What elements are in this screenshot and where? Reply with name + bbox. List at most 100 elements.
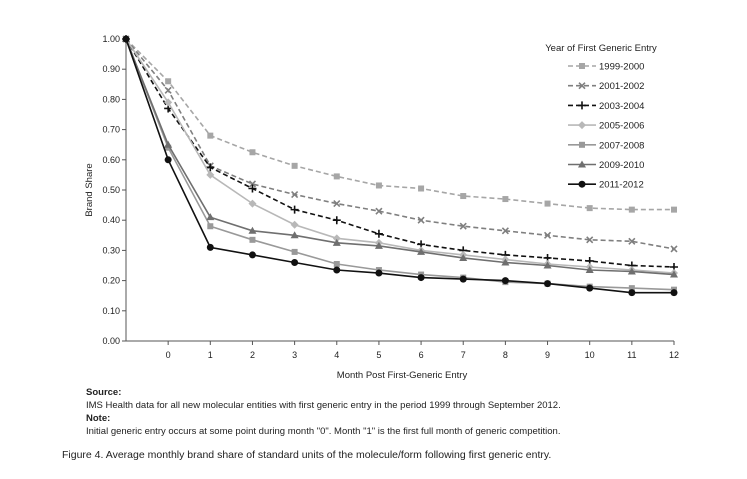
data-point [374,241,383,249]
x-tick-label: 10 [585,350,595,360]
y-tick-label: 0.70 [102,125,120,135]
data-point [375,269,383,277]
data-point [164,156,172,164]
series-2001-2002 [122,35,678,253]
x-tick-label: 9 [545,350,550,360]
data-point [670,270,678,278]
legend-label: 2009-2010 [599,160,644,171]
data-point [333,266,341,274]
data-point [628,285,635,292]
data-point [333,260,340,267]
data-point [248,199,257,208]
legend-label: 2011-2012 [599,180,644,191]
x-tick-label: 3 [292,350,297,360]
data-point [290,205,299,214]
series-2011-2012 [122,35,678,297]
data-point [417,247,426,255]
x-tick-label: 7 [461,350,466,360]
data-point [374,229,383,238]
data-point [248,180,257,188]
legend-swatch-marker [578,82,586,90]
data-point [206,163,215,172]
data-point [543,231,552,239]
data-point [459,275,467,283]
data-point [332,234,341,243]
series-line [125,38,674,211]
data-point [544,200,551,207]
source-heading: Source: [86,387,122,398]
data-point [249,236,256,243]
legend-swatch-marker [579,63,585,69]
data-point [670,289,678,297]
data-point [501,277,509,285]
x-tick-label: 1 [208,350,213,360]
line-chart: 0.00 0.10 0.20 0.30 0.40 0.50 0.60 0.70 0.80 0.90… [84,34,679,380]
series-line [125,38,675,274]
data-point [332,216,341,225]
x-tick-label: 8 [503,350,508,360]
legend-swatch-marker [578,180,586,188]
legend-item: 2005-2006 [568,121,644,132]
data-point [585,266,594,274]
data-point [670,245,678,253]
x-tick-label: 6 [419,350,424,360]
data-point [122,35,130,43]
data-point [291,248,298,255]
y-tick-label: 0.50 [102,185,120,195]
data-point [627,267,636,275]
y-tick-label: 0.20 [102,276,120,286]
source-text: IMS Health data for all new molecular en… [86,400,561,411]
data-point [586,284,594,292]
note-heading: Note: [86,413,111,424]
legend-swatch-marker [578,101,586,110]
data-point [164,86,172,94]
data-point [460,193,467,200]
data-point [418,185,425,192]
data-point [628,206,635,213]
y-tick-label: 1.00 [102,34,120,44]
data-point [291,190,299,199]
data-point [164,140,173,148]
data-point [206,243,214,251]
x-tick-label: 12 [669,350,679,360]
data-point [544,280,552,288]
data-point [671,206,677,213]
data-point [628,289,636,297]
data-point [459,222,467,230]
data-point [502,196,509,203]
legend-title: Year of First Generic Entry [545,43,657,54]
legend-item: 2003-2004 [568,101,644,112]
data-point [206,213,215,221]
legend-item: 2007-2008 [568,140,644,151]
data-point [417,274,425,282]
data-point [206,170,215,179]
y-tick-label: 0.40 [102,215,120,225]
data-point [207,223,214,230]
series-line [125,38,674,294]
data-point [586,236,594,244]
legend-item: 2011-2012 [568,180,644,191]
data-point [164,98,173,107]
data-point [249,149,256,156]
y-tick-label: 0.80 [102,94,120,104]
legend-item: 2009-2010 [568,160,644,171]
data-point [501,258,510,266]
data-point [417,216,425,224]
chart-notes: Source: IMS Health data for all new mole… [86,386,561,438]
y-tick-label: 0.90 [102,64,120,74]
x-tick-label: 0 [166,350,171,360]
y-axis-title: Brand Share [84,163,95,216]
data-point [375,207,383,215]
data-point [543,261,552,269]
series-line [125,38,675,250]
series-line [125,38,675,268]
x-tick-label: 5 [376,350,381,360]
legend-label: 2005-2006 [599,121,644,132]
legend-item: 1999-2000 [568,62,644,73]
data-point [332,238,341,246]
data-point [375,182,382,189]
legend-swatch-marker [578,160,586,168]
y-tick-label: 0.30 [102,245,120,255]
data-point [628,237,636,245]
